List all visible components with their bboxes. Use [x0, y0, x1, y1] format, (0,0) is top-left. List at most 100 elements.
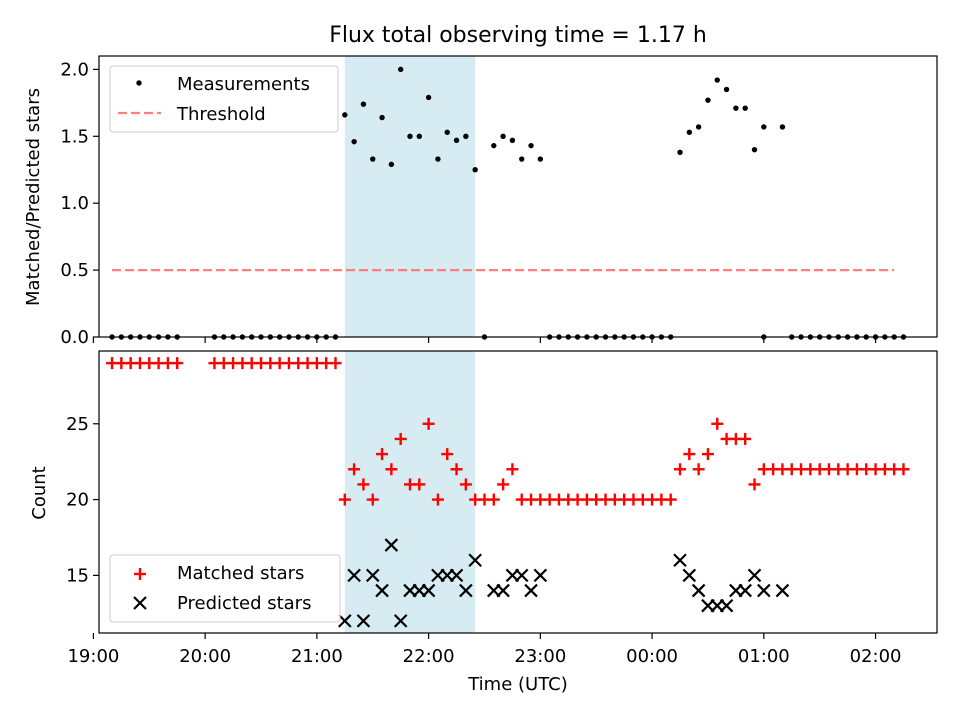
top-panel: 0.00.51.01.52.0 Matched/Predicted stars … — [23, 55, 938, 348]
measurements-point — [751, 146, 758, 153]
matched-stars-point — [897, 463, 910, 476]
predicted-stars-point — [496, 583, 510, 598]
x-tick-label: 02:00 — [850, 646, 902, 667]
bottom-legend-box — [109, 554, 341, 623]
x-tick-label: 20:00 — [179, 646, 231, 667]
matched-stars-point — [497, 478, 510, 491]
matched-stars-point — [357, 478, 370, 491]
bottom-legend: Matched stars Predicted stars — [109, 554, 341, 623]
measurements-point — [677, 149, 683, 156]
measurements-point — [519, 156, 525, 162]
matched-stars-point — [431, 493, 444, 506]
measurements-point — [397, 66, 404, 73]
legend-predicted-label: Predicted stars — [177, 593, 311, 614]
predicted-stars-point — [347, 568, 361, 583]
measurements-point — [463, 133, 469, 139]
bottom-shaded-region — [344, 351, 476, 633]
measurements-point — [779, 124, 786, 130]
predicted-stars-point — [747, 568, 762, 583]
x-tick-label: 21:00 — [291, 646, 343, 667]
matched-stars-point — [394, 432, 407, 445]
measurements-point — [388, 161, 395, 168]
predicted-stars-point — [682, 568, 697, 583]
predicted-stars-point — [524, 583, 538, 598]
x-tick-label: 22:00 — [403, 646, 455, 667]
x-tick-label: 00:00 — [626, 646, 678, 667]
matched-stars-point — [376, 448, 389, 461]
measurements-point — [695, 124, 702, 130]
y-tick-label: 0.0 — [60, 327, 89, 348]
matched-stars-point — [487, 493, 500, 506]
predicted-stars-point — [421, 583, 436, 598]
predicted-stars-point — [775, 583, 790, 598]
top-shaded-region — [344, 56, 476, 337]
x-axis-label: Time (UTC) — [467, 674, 568, 695]
legend-threshold-label: Threshold — [176, 104, 266, 125]
matched-stars-point — [506, 463, 519, 476]
y-tick-label: 25 — [66, 414, 89, 435]
measurements-point — [686, 129, 693, 135]
matched-stars-point — [692, 463, 705, 476]
y-tick-label: 0.5 — [60, 260, 89, 281]
measurements-point — [723, 86, 730, 93]
top-legend-box — [109, 65, 339, 133]
top-plot-frame — [98, 55, 938, 338]
measurements-point — [360, 101, 367, 107]
bottom-panel: 19:00 20:00 21:00 22:00 23:00 00:00 01:00 02:00… — [29, 350, 938, 695]
measurements-point — [733, 105, 739, 111]
predicted-stars-point — [375, 583, 389, 598]
matched-stars-point — [338, 493, 351, 506]
measurements-point — [416, 133, 423, 139]
legend-matched-marker — [134, 568, 146, 580]
y-tick-label: 1.5 — [60, 126, 89, 147]
matched-stars-point — [664, 493, 677, 506]
measurements-point — [472, 167, 478, 173]
predicted-stars-point — [673, 553, 687, 568]
predicted-stars-point — [449, 568, 464, 583]
matched-stars-point — [450, 463, 463, 476]
predicted-stars-point — [514, 568, 529, 583]
measurements-point — [351, 138, 357, 145]
matched-stars-point — [329, 357, 342, 370]
matched-stars-point — [701, 448, 714, 461]
predicted-stars-point — [338, 614, 352, 628]
matched-stars-point — [459, 478, 472, 491]
predicted-stars-point — [384, 538, 399, 552]
predicted-stars-point — [757, 583, 771, 598]
matched-stars-point — [748, 478, 761, 491]
measurements-point — [714, 77, 720, 83]
predicted-stars-point — [738, 583, 752, 598]
top-legend: Measurements Threshold — [109, 65, 339, 133]
matched-stars-point — [739, 432, 752, 445]
measurements-point — [705, 97, 711, 103]
x-tick-label: 01:00 — [738, 646, 790, 667]
chart-title: Flux total observing time = 1.17 h — [329, 23, 707, 48]
measurements-point — [407, 133, 413, 139]
predicted-stars-point — [365, 568, 380, 583]
y-tick-label: 15 — [66, 565, 89, 586]
matched-stars-point — [413, 478, 426, 491]
predicted-stars-point — [533, 568, 548, 583]
measurements-point — [435, 156, 441, 162]
measurements-point — [370, 156, 376, 162]
matched-stars-point — [171, 357, 184, 370]
legend-matched-label: Matched stars — [177, 563, 304, 584]
matched-stars-point — [385, 463, 398, 476]
measurements-point — [528, 142, 534, 149]
measurements-point — [761, 124, 767, 130]
measurements-point — [537, 156, 544, 162]
predicted-stars-point — [356, 614, 371, 628]
matched-stars-point — [674, 463, 687, 476]
measurements-point — [500, 133, 506, 139]
bottom-plot-frame — [98, 350, 938, 634]
legend-measurements-label: Measurements — [177, 74, 310, 95]
predicted-stars-point — [459, 583, 473, 598]
matched-stars-point — [366, 493, 379, 506]
y-tick-label: 2.0 — [60, 59, 89, 80]
x-tick-label: 19:00 — [67, 646, 119, 667]
matched-stars-point — [683, 448, 696, 461]
predicted-stars-point — [719, 598, 734, 613]
measurements-point — [444, 129, 450, 135]
y-tick-label: 1.0 — [60, 193, 89, 214]
